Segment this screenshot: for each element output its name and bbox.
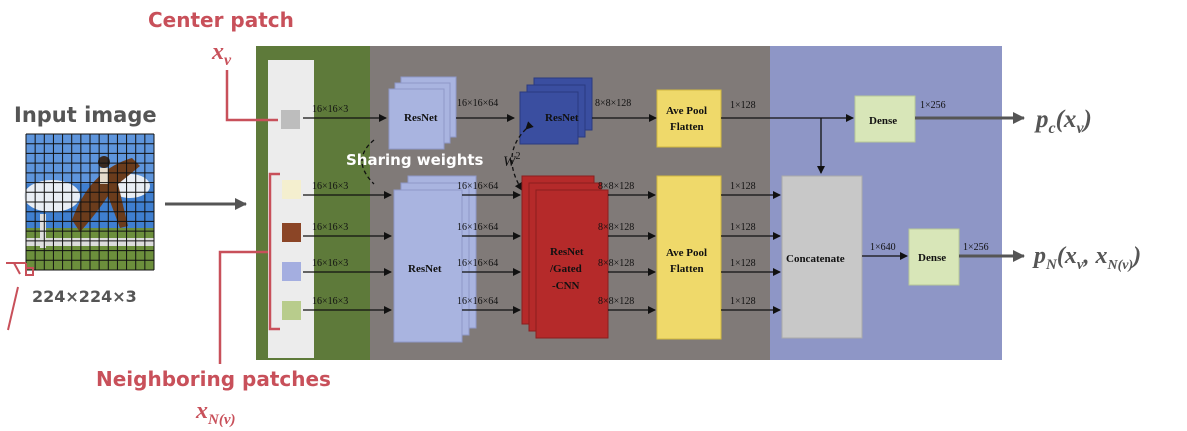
output-top: pc(xv) (1034, 106, 1092, 137)
dim-cnn-out-row-1: 8×8×128 (598, 181, 634, 192)
dim-flat-top: 1×128 (730, 100, 756, 111)
dim-flat-row-2: 1×128 (730, 222, 756, 233)
dim-resnet-out-row-3: 16×16×64 (457, 258, 498, 269)
dense-top (854, 95, 916, 143)
neighboring-patches-label: Neighboring patches (96, 367, 331, 391)
avepool-top-label-1: Ave Pool (666, 105, 707, 117)
avepool-bottom (656, 175, 722, 340)
resnet-bottom-block (393, 175, 477, 343)
neighbor-patch-3 (282, 262, 301, 281)
center-leader (225, 70, 278, 122)
dim-patch-row-3: 16×16×3 (312, 258, 348, 269)
dim-cnn-out-row-4: 8×8×128 (598, 296, 634, 307)
output-bottom: pN(xv, xN(v)) (1032, 243, 1141, 273)
dim-patch-row-4: 16×16×3 (312, 296, 348, 307)
gated-cnn-block (521, 175, 609, 339)
concatenate-label: Concatenate (786, 253, 845, 265)
input-image (24, 133, 155, 271)
gated-label-1: ResNet (550, 246, 584, 258)
dense-top-label: Dense (869, 115, 897, 127)
dim-cnn-out-row-3: 8×8×128 (598, 258, 634, 269)
neighbor-patch-4 (282, 301, 301, 320)
avepool-top (656, 89, 722, 148)
sharing-weights-label: Sharing weights (346, 151, 484, 169)
dim-flat-row-4: 1×128 (730, 296, 756, 307)
bottom-rows: 16×16×3 16×16×64 8×8×128 1×128 16×16×3 16×16×… (303, 181, 781, 314)
dim-flat-row-3: 1×128 (730, 258, 756, 269)
dim-flat-row-1: 1×128 (730, 181, 756, 192)
dim-resnet-out-row-4: 16×16×64 (457, 296, 498, 307)
neighbor-leader (218, 250, 268, 364)
resnet-top-block (388, 76, 457, 150)
sharing-arc-left (361, 139, 375, 185)
dim-patch-row-2: 16×16×3 (312, 222, 348, 233)
center-var: xv (211, 39, 232, 69)
dim-dense-bot-out: 1×256 (963, 242, 989, 253)
dim-concat-out: 1×640 (870, 242, 896, 253)
resnet-top2-label: ResNet (545, 112, 579, 124)
gated-label-2: /Gated (549, 263, 582, 275)
input-dims-label: 224×224×3 (32, 287, 137, 306)
dim-cnn-out-row-2: 8×8×128 (598, 222, 634, 233)
dim-resnet-out-row-1: 16×16×64 (457, 181, 498, 192)
dim-patch-row-1: 16×16×3 (312, 181, 348, 192)
neighbor-patch-2 (282, 223, 301, 242)
dim-resnet-out-row-2: 16×16×64 (457, 222, 498, 233)
patch-indicator (6, 262, 34, 276)
resnet-top2-block (519, 77, 593, 145)
avepool-bot-label-2: Flatten (670, 263, 704, 275)
gated-label-3: -CNN (552, 280, 580, 292)
dense-bottom-label: Dense (918, 252, 946, 264)
dim-resnet-top: 16×16×64 (457, 98, 498, 109)
avepool-top-label-2: Flatten (670, 121, 704, 133)
resnet-top-label: ResNet (404, 112, 438, 124)
dim-center-patch: 16×16×3 (312, 104, 348, 115)
dim-cnn-top: 8×8×128 (595, 98, 631, 109)
patch-indicator-tail (7, 286, 19, 331)
input-grid (25, 133, 155, 271)
neighbor-bracket (268, 172, 280, 331)
sharing-arc-right (511, 121, 534, 191)
center-patch (281, 110, 300, 129)
resnet-bottom-label: ResNet (408, 263, 442, 275)
dim-dense-top-out: 1×256 (920, 100, 946, 111)
w2-label: W2 (503, 151, 521, 170)
input-image-label: Input image (14, 103, 157, 127)
avepool-bot-label-1: Ave Pool (666, 247, 707, 259)
neighbor-patch-1 (282, 180, 301, 199)
concatenate-block (781, 175, 863, 339)
neighbor-var: xN(v) (195, 398, 235, 428)
center-patch-label: Center patch (148, 8, 294, 32)
